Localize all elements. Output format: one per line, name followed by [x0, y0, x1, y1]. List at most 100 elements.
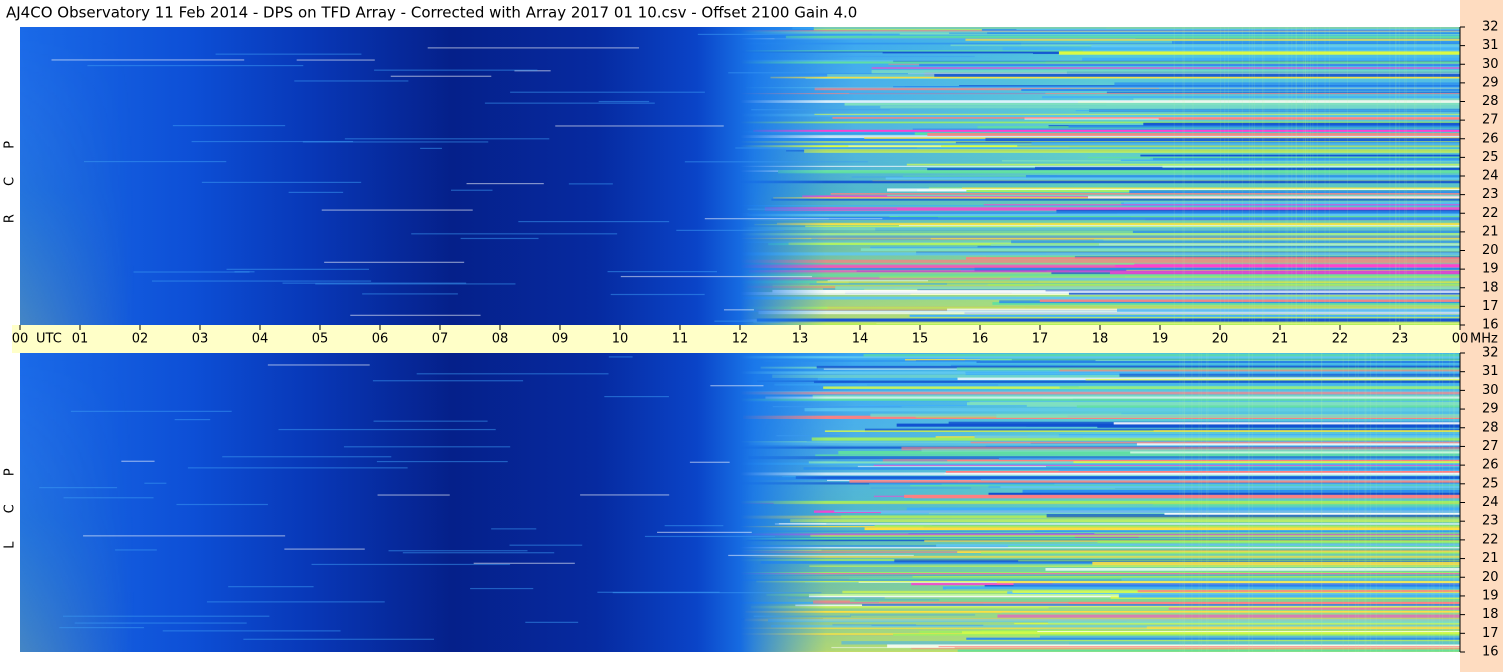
spectrum-line — [787, 597, 885, 599]
spectrum-streak — [1432, 27, 1434, 325]
x-tick-label: 12 — [732, 332, 749, 347]
spectrum-texture — [706, 61, 1460, 64]
x-tick-label: 14 — [852, 332, 869, 347]
spectrum-texture — [1013, 583, 1460, 587]
spectrum-streak — [1375, 353, 1377, 652]
spectrum-texture — [815, 454, 1460, 457]
spectrum-texture — [1094, 237, 1460, 241]
y-tick-label: 21 — [1482, 551, 1499, 566]
spectrum-line — [728, 554, 914, 557]
spectrum-streak — [1182, 27, 1184, 325]
spectrum-streak — [1248, 27, 1250, 325]
spectrum-texture — [758, 530, 1460, 532]
spectrum-texture — [1140, 154, 1460, 157]
spectrum-texture — [934, 74, 1460, 77]
y-tick-label: 26 — [1482, 131, 1499, 146]
spectrum-texture — [792, 27, 1460, 30]
spectrum-texture — [813, 380, 1460, 384]
y-axis-label: MHz — [1470, 332, 1498, 347]
spectrum-line — [555, 125, 724, 127]
spectrum-line — [206, 601, 385, 603]
spectrum-streak — [1404, 27, 1406, 325]
spectrum-texture — [814, 113, 1460, 115]
x-tick-label: 18 — [1092, 332, 1109, 347]
spectrum-texture — [871, 67, 1460, 69]
spectrum-texture — [862, 604, 1460, 606]
spectrum-line — [234, 271, 255, 273]
spectrum-texture — [1153, 430, 1460, 432]
spectrum-texture — [1046, 514, 1460, 518]
spectrum-line — [704, 218, 883, 220]
spectrum-streak — [1347, 353, 1349, 652]
spectrum-streak — [1400, 353, 1402, 652]
spectrum-texture — [675, 213, 1460, 217]
spectrum-line — [70, 410, 232, 412]
spectrum-texture — [756, 318, 1460, 322]
x-tick-label: 20 — [1212, 332, 1229, 347]
spectrum-line — [697, 33, 872, 36]
spectrum-texture — [725, 555, 1460, 558]
spectrum-line — [350, 314, 481, 316]
spectrum-streak — [1261, 27, 1263, 325]
spectrum-texture — [961, 631, 1460, 635]
spectrum-texture — [1059, 385, 1460, 389]
spectrum-streak — [1295, 27, 1297, 325]
spectrum-line — [657, 531, 752, 533]
spectrum-texture — [748, 456, 1460, 460]
spectrum-texture — [1095, 359, 1460, 362]
spectrum-line — [607, 271, 718, 273]
spectrum-streak — [1395, 27, 1397, 325]
spectrum-texture — [748, 211, 1460, 215]
spectrum-line — [751, 109, 890, 111]
spectrum-texture — [795, 476, 1460, 479]
spectrum-texture — [860, 248, 1460, 251]
spectrum-texture — [1159, 87, 1460, 89]
spectrum-line — [324, 261, 465, 263]
spectrum-texture — [879, 275, 1460, 279]
spectrum-texture — [849, 479, 1460, 483]
spectrum-line — [484, 102, 655, 104]
spectrum-line — [152, 280, 372, 282]
y-tick-label: 20 — [1482, 570, 1499, 585]
spectrum-texture — [1113, 422, 1460, 426]
spectrum-texture — [1058, 51, 1460, 55]
spectrum-texture — [873, 464, 1460, 466]
spectrum-texture — [936, 544, 1460, 547]
spectrum-line — [735, 147, 917, 149]
spectrum-line — [278, 428, 496, 431]
spectrum-texture — [998, 457, 1460, 460]
spectrum-texture — [774, 383, 1460, 386]
y-tick-label: 29 — [1482, 402, 1499, 417]
spectrum-texture — [1117, 308, 1460, 312]
spectrum-streak — [1324, 27, 1326, 325]
spectrum-line — [857, 465, 1047, 468]
spectrum-texture — [882, 459, 1460, 463]
y-tick-label: 26 — [1482, 458, 1499, 473]
y-tick-label: 17 — [1482, 626, 1499, 641]
spectrum-streak — [1181, 353, 1183, 652]
spectrum-streak — [1370, 353, 1372, 652]
spectrum-texture — [950, 364, 1460, 367]
spectrum-texture — [906, 507, 1460, 511]
spectrum-streak — [1198, 353, 1200, 652]
spectrum-texture — [1022, 489, 1460, 494]
spectrum-line — [377, 494, 450, 496]
spectrum-line — [580, 494, 670, 496]
y-tick-label: 31 — [1482, 38, 1499, 53]
spectrum-texture — [1087, 156, 1460, 159]
spectrum-texture — [1164, 512, 1460, 515]
spectrum-line — [676, 229, 785, 231]
spectrum-line — [374, 69, 538, 71]
x-tick-label: 00 — [1452, 332, 1469, 347]
spectrum-texture — [997, 614, 1460, 618]
spectrum-streak — [1192, 27, 1194, 325]
spectrum-texture — [844, 103, 1460, 106]
spectrum-texture — [806, 440, 1460, 442]
spectrum-texture — [748, 270, 1460, 273]
spectrum-texture — [1092, 561, 1460, 566]
spectrum-line — [728, 72, 824, 74]
spectrum-line — [83, 535, 286, 537]
spectrum-line — [315, 283, 516, 285]
spectrum-line — [848, 145, 942, 147]
spectrum-texture — [957, 649, 1460, 652]
